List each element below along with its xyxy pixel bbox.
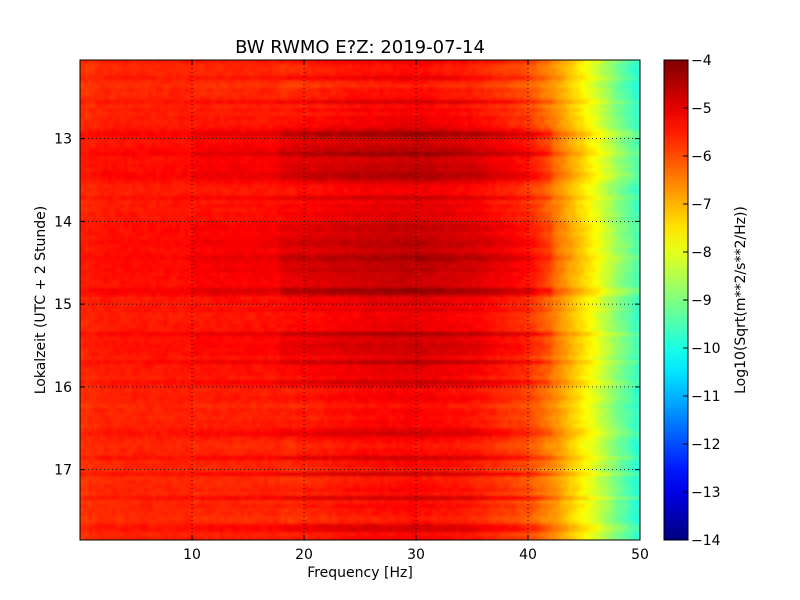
colorbar-tick-label: −11 xyxy=(691,389,721,405)
colorbar-tick-label: −8 xyxy=(691,245,712,261)
x-tick-label: 30 xyxy=(407,547,425,563)
y-tick-label: 16 xyxy=(54,380,72,396)
colorbar-tick-label: −14 xyxy=(691,533,721,549)
chart-title: BW RWMO E?Z: 2019-07-14 xyxy=(235,37,485,58)
spectrogram-image xyxy=(80,60,640,540)
plot-frame xyxy=(79,59,641,541)
colorbar-tick-label: −13 xyxy=(691,485,721,501)
x-tick-label: 20 xyxy=(295,547,313,563)
colorbar: −4 −5 −6 −7 −8 −9 −10 −11 −12 −13 −14 xyxy=(663,53,721,549)
y-axis: 13 14 15 16 17 xyxy=(54,132,640,479)
colorbar-label: Log10(Sqrt(m**2/s**2/Hz)) xyxy=(733,206,749,394)
grid-lines xyxy=(80,60,640,540)
y-tick-label: 13 xyxy=(54,132,72,148)
x-tick-label: 50 xyxy=(631,547,649,563)
colorbar-tick-label: −4 xyxy=(691,53,712,69)
colorbar-tick-label: −9 xyxy=(691,293,712,309)
y-tick-label: 14 xyxy=(54,214,72,230)
x-tick-label: 40 xyxy=(519,547,537,563)
plot-area xyxy=(80,60,640,540)
x-axis-label: Frequency [Hz] xyxy=(307,565,413,581)
x-axis: 10 20 30 40 50 xyxy=(183,60,649,563)
y-tick-label: 15 xyxy=(54,297,72,313)
colorbar-tick-label: −5 xyxy=(691,101,712,117)
y-tick-label: 17 xyxy=(54,463,72,479)
colorbar-tick-label: −12 xyxy=(691,437,721,453)
colorbar-tick-label: −10 xyxy=(691,341,721,357)
colorbar-tick-label: −6 xyxy=(691,149,712,165)
colorbar-tick-label: −7 xyxy=(691,197,712,213)
x-tick-label: 10 xyxy=(183,547,201,563)
y-axis-label: Lokalzeit (UTC + 2 Stunde) xyxy=(33,206,49,395)
